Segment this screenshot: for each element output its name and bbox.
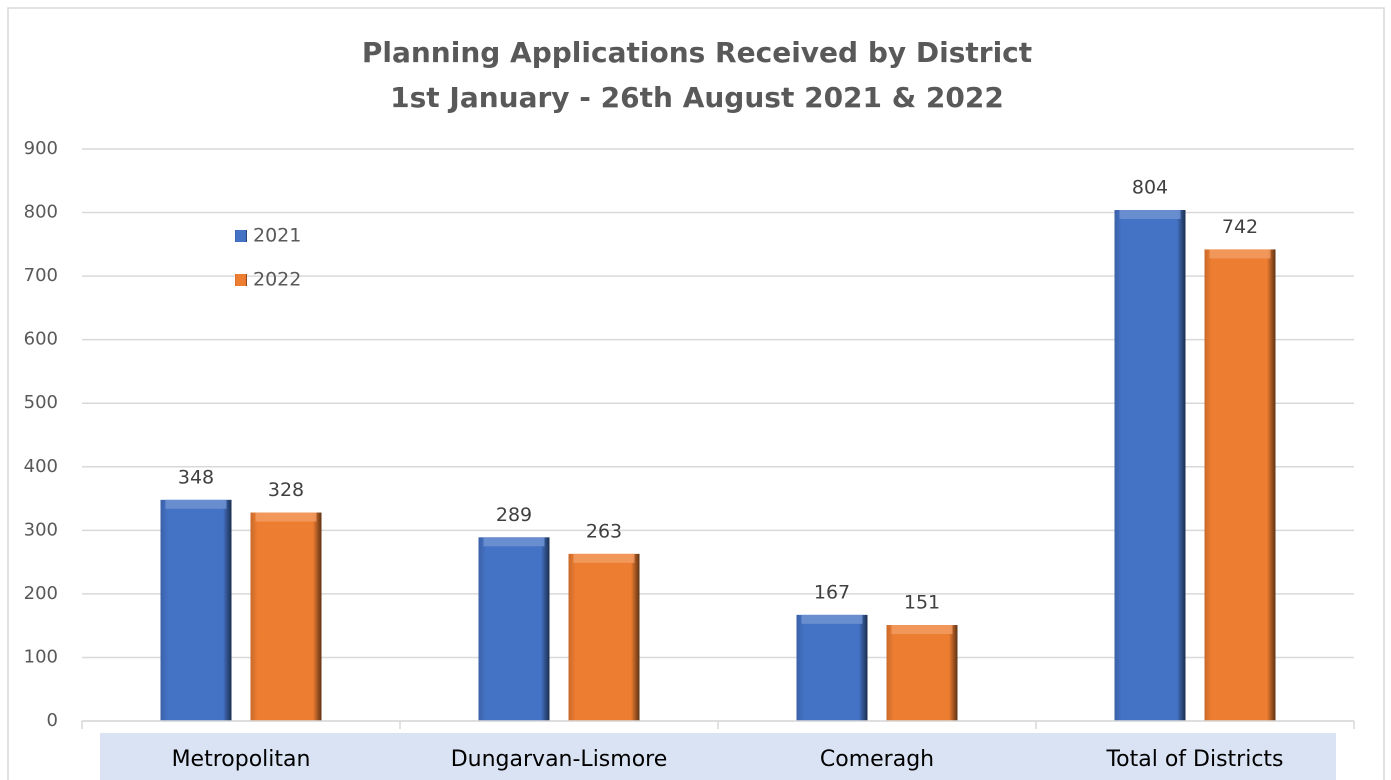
bar-bevel <box>801 614 863 624</box>
bar <box>1114 210 1186 721</box>
value-label: 289 <box>496 504 532 526</box>
value-label: 328 <box>268 479 304 501</box>
x-tick-label: Comeragh <box>820 747 934 772</box>
bar <box>250 512 322 721</box>
legend-swatch <box>235 230 247 242</box>
x-tick-label: Dungarvan-Lismore <box>451 747 668 772</box>
y-tick-label: 700 <box>24 265 58 286</box>
y-tick-label: 600 <box>24 329 58 350</box>
bar <box>1204 249 1276 721</box>
bar <box>796 614 868 721</box>
bar <box>568 553 640 721</box>
value-label: 167 <box>814 581 850 603</box>
bar-bevel <box>1119 210 1181 220</box>
bar <box>160 499 232 721</box>
category-band <box>100 733 1336 780</box>
chart-subtitle: 1st January - 26th August 2021 & 2022 <box>390 81 1004 114</box>
value-label: 348 <box>178 466 214 488</box>
bar-bevel <box>255 512 317 522</box>
y-tick-label: 300 <box>24 519 58 540</box>
y-tick-label: 0 <box>47 710 58 731</box>
y-tick-label: 800 <box>24 202 58 223</box>
y-tick-label: 400 <box>24 456 58 477</box>
legend-label: 2022 <box>253 269 301 291</box>
y-tick-label: 500 <box>24 392 58 413</box>
x-tick-label: Total of Districts <box>1105 747 1283 772</box>
bar <box>886 625 958 721</box>
bar-bevel <box>165 499 227 509</box>
legend-swatch <box>235 274 247 286</box>
value-label: 151 <box>904 592 940 614</box>
chart-title: Planning Applications Received by Distri… <box>362 36 1032 69</box>
y-tick-label: 900 <box>24 138 58 159</box>
y-tick-label: 100 <box>24 646 58 667</box>
value-label: 742 <box>1222 216 1258 238</box>
bar-bevel <box>1209 249 1271 259</box>
value-label: 263 <box>586 520 622 542</box>
y-tick-label: 200 <box>24 583 58 604</box>
bar <box>478 537 550 721</box>
bar-bevel <box>891 625 953 635</box>
bar-bevel <box>573 553 635 563</box>
bar-bevel <box>483 537 545 547</box>
value-label: 804 <box>1132 177 1168 199</box>
legend-label: 2021 <box>253 225 301 247</box>
x-tick-label: Metropolitan <box>172 747 311 772</box>
